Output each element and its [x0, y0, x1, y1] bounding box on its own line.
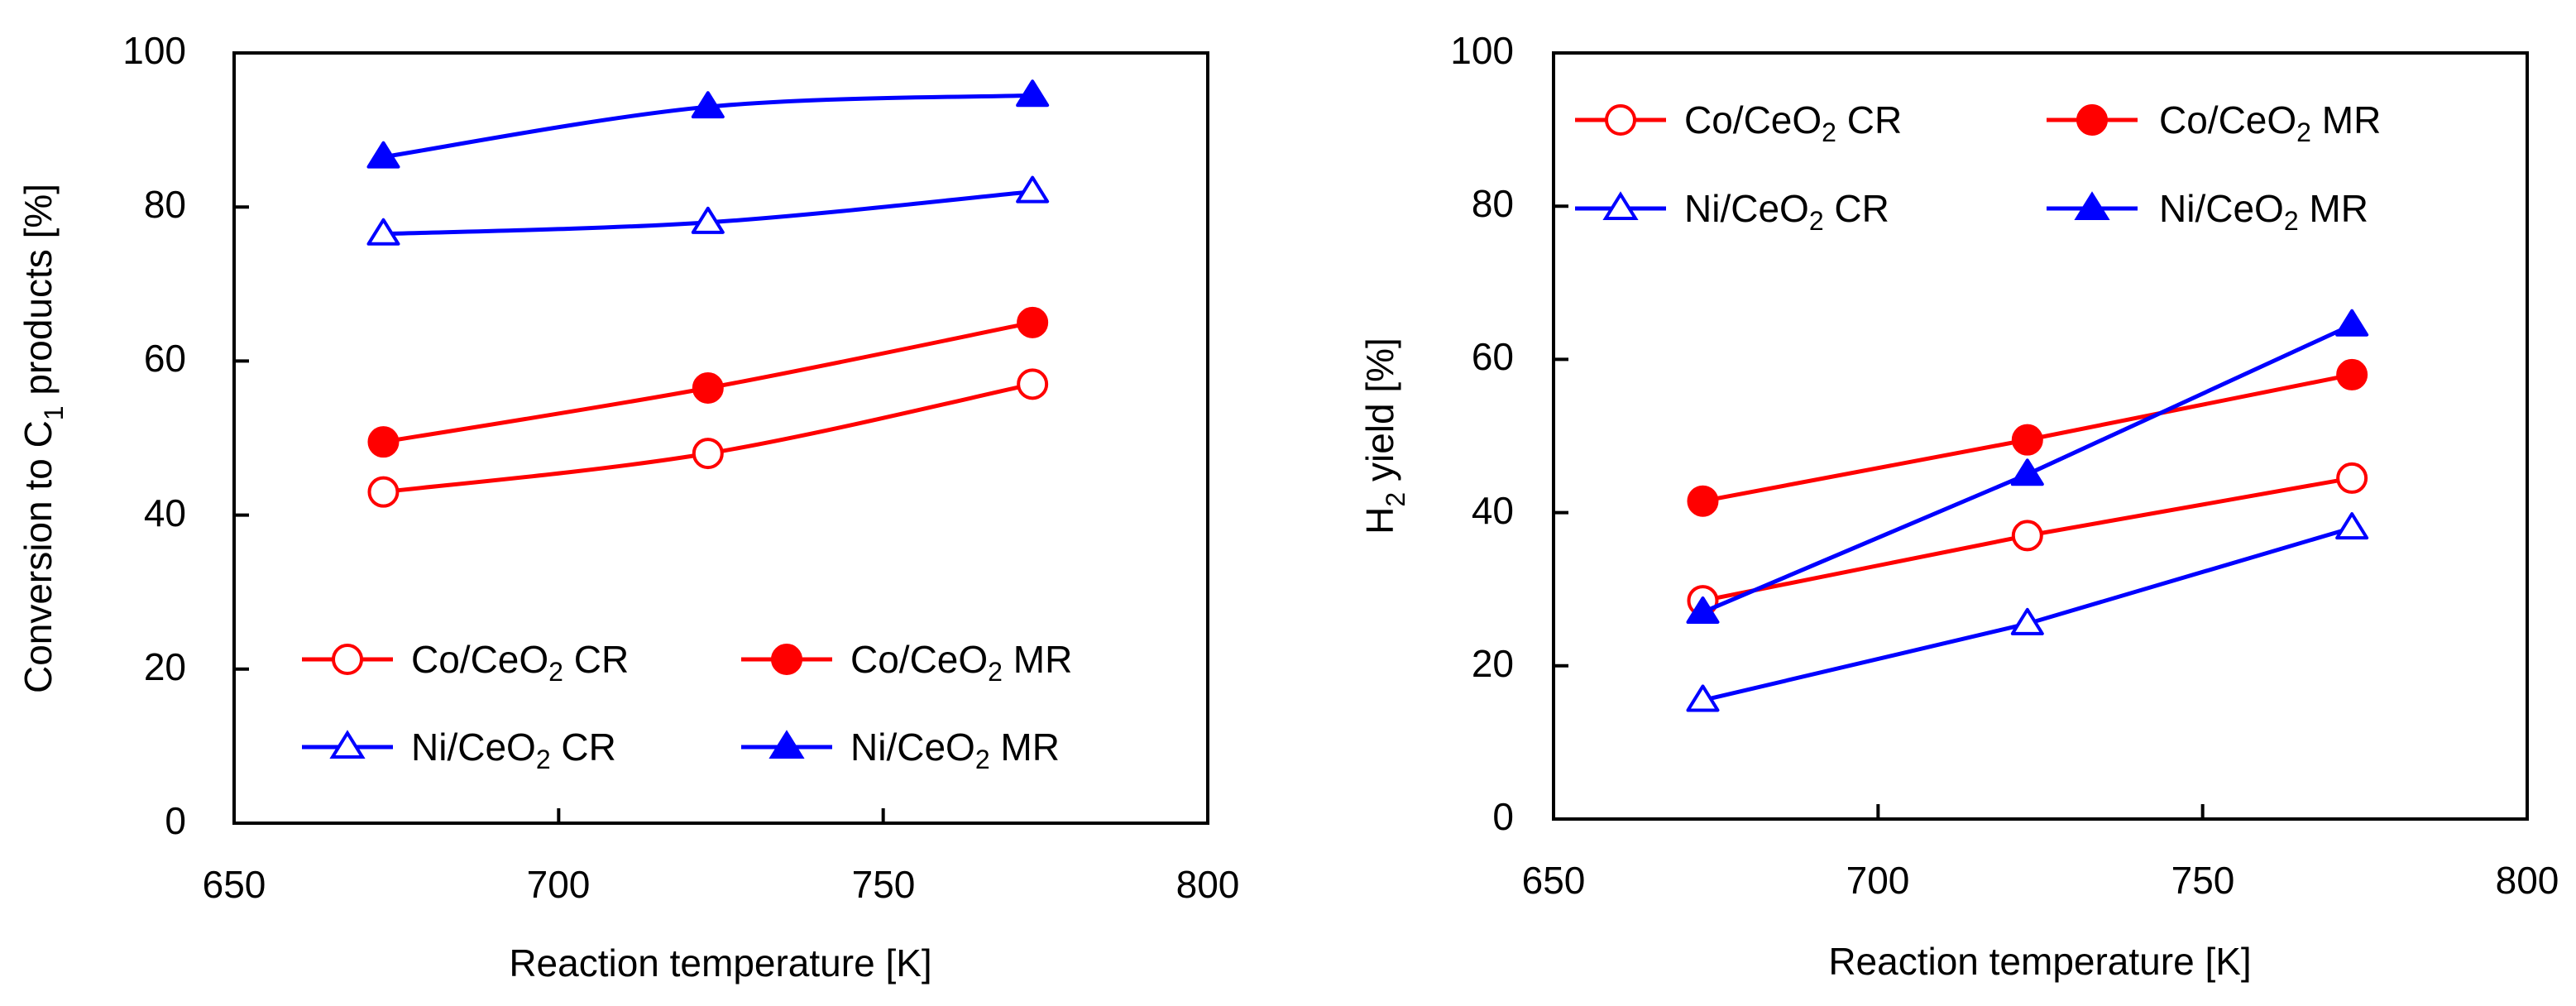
- data-point-ni-mr: [1686, 596, 1720, 624]
- data-point-co-cr: [1017, 368, 1049, 400]
- data-point-ni-cr: [691, 206, 725, 234]
- data-point-ni-cr: [2335, 512, 2369, 540]
- data-point-co-mr: [1687, 485, 1719, 517]
- data-point-co-cr: [2336, 462, 2368, 494]
- tick-marks: [1552, 51, 2529, 821]
- y-axis-title: Conversion to C1 products [%]: [17, 184, 69, 693]
- data-point-ni-mr: [2010, 458, 2044, 486]
- x-tick-label: 750: [852, 863, 916, 906]
- x-tick-labels: 650 700 750 800: [1522, 859, 2559, 902]
- y-tick-labels: 0 20 40 60 80 100: [122, 29, 186, 842]
- y-axis-title: H2 yield [%]: [1358, 338, 1410, 534]
- data-point-ni-mr: [366, 141, 400, 169]
- y-tick-label: 40: [144, 491, 186, 534]
- x-tick-label: 700: [1846, 859, 1910, 902]
- legend-marker: [768, 730, 805, 759]
- data-point-co-mr: [1017, 306, 1049, 338]
- x-axis-title: Reaction temperature [K]: [509, 941, 931, 984]
- series-group: [1686, 309, 2369, 712]
- data-point-co-mr: [2011, 424, 2043, 456]
- plot-frame: [1552, 51, 2529, 821]
- data-point-ni-cr: [1686, 684, 1720, 712]
- legend-item-co-cr: Co/CeO2 CR: [1575, 98, 1902, 147]
- legend-label: Co/CeO2 CR: [411, 638, 629, 687]
- y-tick-label: 100: [122, 29, 186, 72]
- data-point-ni-cr: [366, 218, 400, 246]
- x-tick-label: 650: [1522, 859, 1586, 902]
- y-tick-label: 20: [144, 645, 186, 688]
- h2-yield-chart: 0 20 40 60 80 100 650 700 750 800 Reacti…: [1358, 29, 2559, 983]
- legend-item-co-mr: Co/CeO2 MR: [2047, 98, 2381, 147]
- tick-marks: [232, 51, 1209, 825]
- legend-item-ni-mr: Ni/CeO2 MR: [741, 726, 1060, 774]
- data-point-ni-mr: [691, 91, 725, 119]
- legend-item-co-cr: Co/CeO2 CR: [302, 638, 629, 687]
- data-point-co-mr: [692, 371, 724, 404]
- x-tick-label: 800: [1176, 863, 1240, 906]
- legend-item-ni-cr: Ni/CeO2 CR: [1575, 187, 1889, 236]
- legend-marker: [771, 644, 802, 675]
- y-tick-label: 0: [165, 799, 186, 842]
- legend-marker: [332, 644, 363, 675]
- data-point-ni-cr: [2010, 607, 2044, 635]
- y-tick-labels: 0 20 40 60 80 100: [1450, 29, 1514, 838]
- legend-label: Co/CeO2 CR: [1684, 98, 1902, 147]
- legend-label: Ni/CeO2 CR: [411, 726, 616, 774]
- y-tick-label: 0: [1492, 795, 1514, 838]
- legend-item-co-mr: Co/CeO2 MR: [741, 638, 1072, 687]
- legend-marker: [1605, 104, 1636, 136]
- data-point-ni-mr: [1016, 79, 1050, 108]
- y-tick-label: 80: [1472, 182, 1514, 225]
- x-tick-label: 800: [2496, 859, 2559, 902]
- plot-frame: [232, 51, 1209, 825]
- legend-item-ni-cr: Ni/CeO2 CR: [302, 726, 616, 774]
- legend: Co/CeO2 CR Co/CeO2 MR Ni/CeO2 CR Ni/CeO2…: [1575, 98, 2381, 236]
- legend-item-ni-mr: Ni/CeO2 MR: [2047, 187, 2368, 236]
- y-tick-label: 40: [1472, 489, 1514, 532]
- data-point-co-cr: [367, 476, 400, 508]
- y-tick-label: 60: [144, 337, 186, 380]
- legend-marker: [2074, 191, 2110, 220]
- y-tick-label: 100: [1450, 29, 1514, 72]
- legend-label: Ni/CeO2 CR: [1684, 187, 1889, 236]
- series-group: [366, 79, 1050, 508]
- legend-marker: [1602, 191, 1639, 220]
- legend-label: Co/CeO2 MR: [2159, 98, 2381, 147]
- data-point-ni-mr: [2335, 309, 2369, 337]
- data-point-co-mr: [367, 426, 400, 458]
- legend-marker: [329, 730, 366, 759]
- x-tick-label: 700: [527, 863, 591, 906]
- x-tick-labels: 650 700 750 800: [203, 863, 1240, 906]
- conversion-chart: 0 20 40 60 80 100 650 700 750 800 Reacti…: [17, 29, 1239, 984]
- y-tick-label: 80: [144, 183, 186, 226]
- data-point-ni-cr: [1016, 175, 1050, 204]
- legend-marker: [2076, 104, 2108, 136]
- y-tick-label: 60: [1472, 335, 1514, 378]
- legend-label: Ni/CeO2 MR: [850, 726, 1060, 774]
- data-point-co-cr: [2011, 520, 2043, 552]
- x-tick-label: 650: [203, 863, 266, 906]
- legend: Co/CeO2 CR Co/CeO2 MR Ni/CeO2 CR Ni/CeO2…: [302, 638, 1072, 774]
- legend-label: Co/CeO2 MR: [850, 638, 1072, 687]
- data-point-co-mr: [2336, 358, 2368, 390]
- data-point-co-cr: [692, 438, 724, 470]
- x-axis-title: Reaction temperature [K]: [1828, 940, 2251, 983]
- x-tick-label: 750: [2171, 859, 2235, 902]
- y-tick-label: 20: [1472, 642, 1514, 685]
- legend-label: Ni/CeO2 MR: [2159, 187, 2368, 236]
